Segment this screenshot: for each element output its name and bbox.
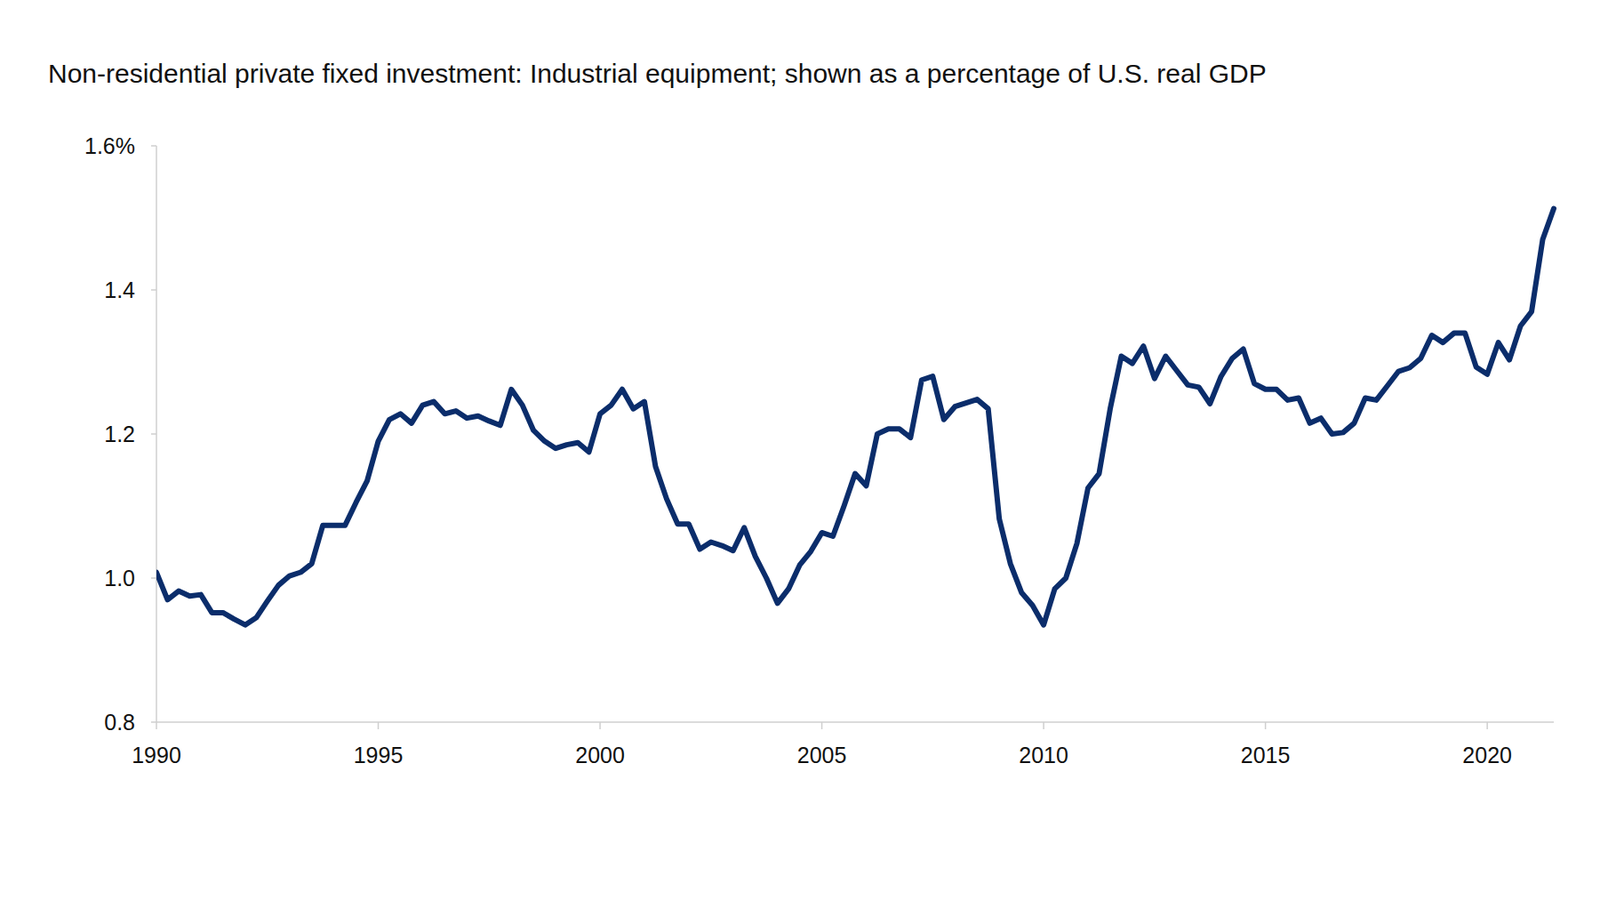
x-tick-label: 1990 — [131, 742, 182, 768]
plot-area — [156, 208, 1554, 624]
x-tick — [1042, 721, 1045, 729]
x-tick-label: 2010 — [1018, 742, 1069, 768]
y-tick-label: 1.2 — [104, 421, 136, 447]
x-tick — [377, 721, 380, 729]
x-tick-label: 2015 — [1240, 742, 1291, 768]
x-tick — [821, 721, 824, 729]
y-tick — [151, 576, 157, 579]
data-line — [156, 208, 1554, 624]
x-tick-label: 1995 — [353, 742, 404, 768]
title: Non-residential private fixed investment… — [48, 58, 1267, 88]
y-tick — [151, 144, 157, 147]
y-tick — [151, 432, 157, 435]
chart: Non-residential private fixed investment… — [0, 0, 1600, 916]
x-tick — [599, 721, 601, 729]
x-tick-label: 2005 — [797, 742, 848, 768]
y-tick — [151, 720, 157, 723]
x-axis — [156, 720, 1554, 723]
y-tick-label: 1.4 — [104, 277, 136, 303]
x-tick-label: 2020 — [1462, 742, 1512, 768]
y-tick-label: 1.0 — [104, 565, 136, 591]
x-tick — [1486, 721, 1488, 729]
x-tick — [155, 721, 158, 729]
y-tick — [151, 288, 157, 291]
x-tick-label: 2000 — [575, 742, 625, 768]
y-tick-label: 0.8 — [104, 709, 136, 735]
x-tick — [1264, 721, 1267, 729]
y-tick-label: 1.6% — [84, 133, 136, 159]
